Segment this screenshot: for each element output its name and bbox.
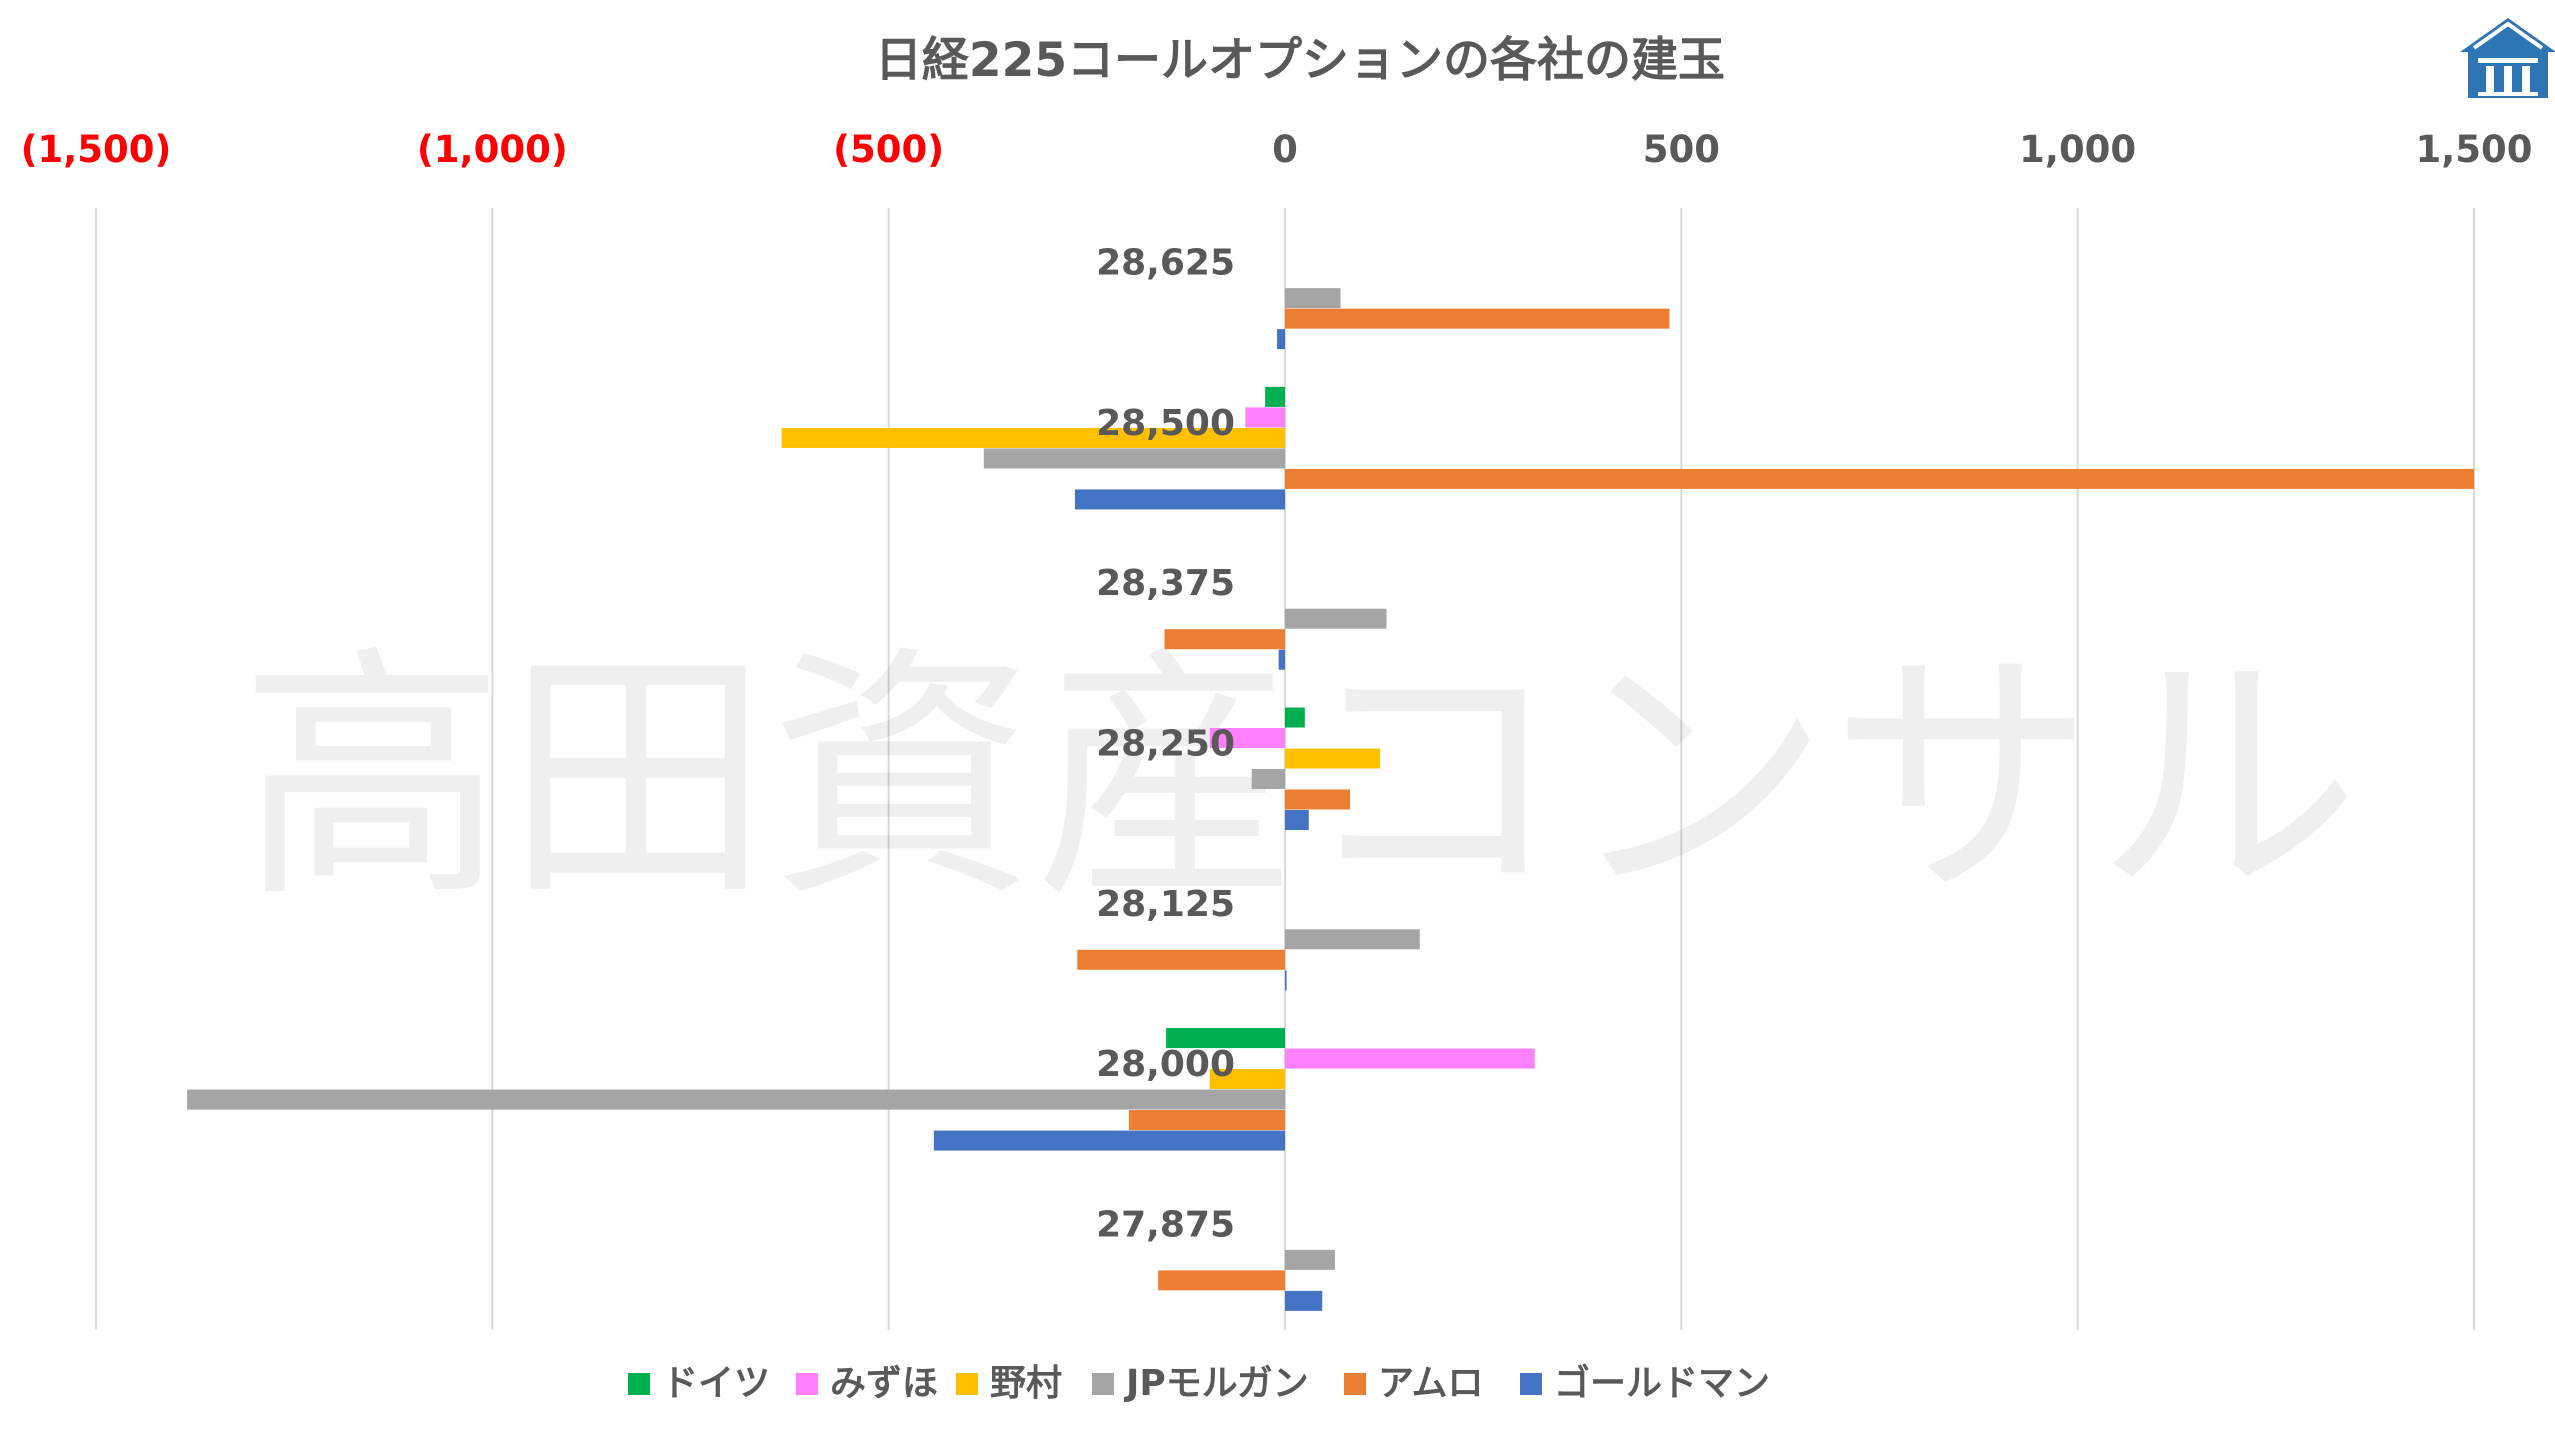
bar <box>1278 649 1285 670</box>
bar <box>1285 707 1305 728</box>
bar <box>1251 769 1285 789</box>
bar <box>1285 748 1381 769</box>
bar <box>1158 1270 1285 1291</box>
bar <box>1285 608 1387 629</box>
legend-swatch <box>1520 1373 1542 1395</box>
x-tick-label: (1,000) <box>417 128 568 171</box>
legend-swatch <box>1092 1373 1114 1395</box>
bar <box>983 448 1285 469</box>
bar <box>1285 929 1420 950</box>
legend-label: ドイツ <box>662 1363 770 1404</box>
x-tick-label: 0 <box>1272 128 1298 171</box>
bar <box>1285 288 1341 309</box>
bar <box>1209 1069 1285 1090</box>
bar <box>781 427 1285 448</box>
legend-label: ゴールドマン <box>1554 1362 1770 1404</box>
category-label: 28,125 <box>1096 884 1235 925</box>
category-label: 28,375 <box>1096 563 1235 604</box>
category-label: 27,875 <box>1096 1204 1235 1245</box>
bar <box>1285 308 1670 329</box>
bar <box>1285 789 1350 810</box>
legend-label: アムロ <box>1378 1363 1483 1404</box>
bar <box>1166 1028 1285 1049</box>
bar <box>1245 407 1285 428</box>
bar <box>1285 1290 1323 1311</box>
chart-title: 日経225コールオプションの各社の建玉 <box>875 33 1725 88</box>
legend-swatch <box>956 1373 978 1395</box>
bar <box>1285 970 1287 991</box>
watermark: 高田資産コンサル <box>240 625 2360 933</box>
bar <box>1164 629 1285 650</box>
legend-label: みずほ <box>830 1363 938 1404</box>
legend-swatch <box>796 1373 818 1395</box>
bar <box>1074 489 1285 510</box>
legend-label: JPモルガン <box>1123 1363 1309 1404</box>
bar <box>1077 949 1285 970</box>
bar <box>1265 386 1285 407</box>
x-tick-label: 1,500 <box>2415 128 2532 171</box>
bar <box>1277 329 1285 350</box>
legend-swatch <box>1344 1373 1366 1395</box>
x-tick-label: (1,500) <box>21 128 172 171</box>
bar <box>1285 810 1309 830</box>
bar <box>1128 1110 1285 1131</box>
x-tick-label: (500) <box>833 128 944 171</box>
category-labels: 28,625 28,500 28,375 28,250 28,125 28,000 27,8… <box>1096 243 1235 1246</box>
bar <box>1285 1249 1335 1270</box>
category-label: 28,625 <box>1096 243 1235 284</box>
legend: ドイツ みずほ 野村 JPモルガン アムロ ゴールドマン <box>628 1362 1770 1404</box>
category-label: 28,500 <box>1096 403 1235 444</box>
category-label: 28,000 <box>1096 1044 1235 1085</box>
bar <box>1285 1048 1535 1069</box>
legend-label: 野村 <box>990 1363 1062 1404</box>
legend-swatch <box>628 1373 650 1395</box>
x-axis-ticks: (1,500) (1,000) (500) 0 500 1,000 1,500 <box>21 128 2533 171</box>
bar <box>187 1089 1286 1110</box>
category-label: 28,250 <box>1096 724 1235 765</box>
bars <box>187 288 2474 1311</box>
bar <box>1209 728 1285 748</box>
bar <box>933 1130 1285 1151</box>
x-tick-label: 1,000 <box>2019 128 2136 171</box>
house-logo-icon <box>2460 18 2555 98</box>
x-tick-label: 500 <box>1643 128 1720 171</box>
bar <box>1285 468 2474 489</box>
